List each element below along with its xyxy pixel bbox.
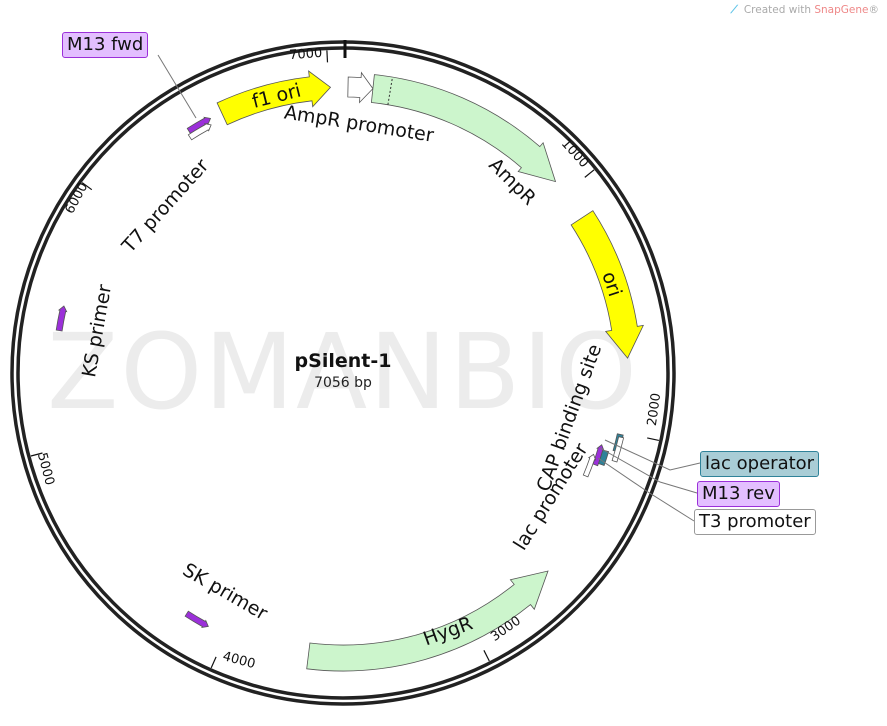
plasmid-length: 7056 bp — [314, 375, 372, 391]
ampr-dashed-mark — [387, 77, 393, 105]
tick-2000 — [647, 437, 660, 441]
tick-label-6000: 6000 — [63, 180, 92, 216]
backbone-outer — [10, 40, 676, 706]
t7-promoter-small[interactable] — [187, 123, 212, 141]
hygr-arrow[interactable] — [306, 570, 549, 672]
tick-marks — [30, 50, 660, 669]
t3-promoter[interactable] — [582, 453, 597, 478]
lac-promoter[interactable] — [611, 436, 625, 463]
tick-label-7000: 7000 — [289, 46, 323, 63]
tick-label-2000: 2000 — [645, 392, 664, 427]
callout-m13-fwd[interactable]: M13 fwd — [62, 32, 149, 58]
snapgene-credit: ⟋ Created with SnapGene® — [730, 4, 879, 16]
watermark: ZOMANBIO — [47, 311, 639, 433]
m13-rev[interactable] — [592, 444, 605, 467]
tick-3000 — [483, 650, 490, 662]
tick-7000 — [326, 50, 329, 63]
callout-lac-operator[interactable]: lac operator — [700, 451, 820, 477]
snapgene-logo-icon: ⟋ — [730, 4, 738, 16]
leader-lines — [157, 54, 701, 522]
f1-ori-arrow[interactable] — [216, 70, 332, 126]
tick-label-1000: 1000 — [558, 136, 591, 171]
tick-5000 — [30, 452, 43, 457]
ampr-arrow[interactable] — [370, 74, 557, 183]
features — [55, 70, 644, 672]
ampr-promoter-arrow[interactable] — [347, 71, 374, 104]
callout-m13-rev[interactable]: M13 rev — [697, 481, 780, 507]
tick-label-4000: 4000 — [221, 649, 257, 672]
tick-6000 — [81, 182, 93, 191]
callout-t3-promoter[interactable]: T3 promoter — [694, 509, 816, 535]
tick-1000 — [584, 169, 595, 178]
backbone-inner — [16, 46, 670, 700]
ks-primer[interactable] — [55, 305, 68, 332]
plasmid-name: pSilent-1 — [295, 350, 392, 372]
ori-arrow[interactable] — [570, 210, 644, 359]
tick-4000 — [210, 656, 217, 669]
feature-label-t7-promoter: T7 promoter — [117, 155, 213, 258]
sk-primer[interactable] — [184, 610, 209, 629]
